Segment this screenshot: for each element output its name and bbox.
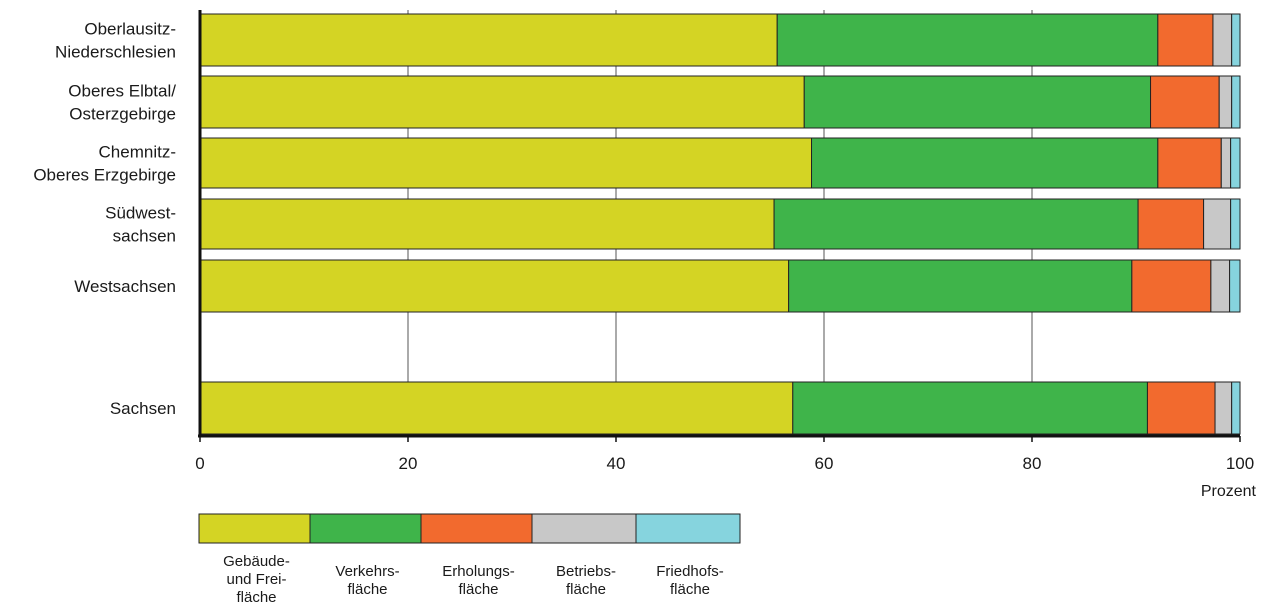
category-label-line: Südwest- <box>105 204 176 223</box>
bar-segment-0-3 <box>1212 13 1233 67</box>
bar-segment-4-0 <box>199 259 790 313</box>
bar-segment-2-3 <box>1220 137 1232 189</box>
bar-segment-5-4 <box>1231 381 1241 435</box>
x-tick-label-100: 100 <box>1226 454 1254 473</box>
legend-label-line: und Frei- <box>226 571 286 588</box>
category-label-line: Chemnitz- <box>99 143 176 162</box>
bar-segment-0-1 <box>776 13 1159 67</box>
x-tick-label-60: 60 <box>815 454 834 473</box>
category-label-line: Sachsen <box>110 399 176 418</box>
category-label-3: Südwest-sachsen <box>105 204 176 246</box>
x-axis: 0 20 40 60 80 100 Prozent <box>195 10 1257 500</box>
bar-segment-4-1 <box>788 259 1133 313</box>
bar-segment-4-2 <box>1131 259 1212 313</box>
legend-label-line: fläche <box>670 581 710 598</box>
category-label-line: Oberes Erzgebirge <box>33 166 176 185</box>
x-tick-label-40: 40 <box>607 454 626 473</box>
x-tick-label-20: 20 <box>399 454 418 473</box>
bar-segment-1-1 <box>803 75 1152 129</box>
legend-swatch-1 <box>309 513 422 544</box>
legend-label-line: fläche <box>347 581 387 598</box>
category-label-line: Osterzgebirge <box>69 105 176 124</box>
bar-segment-5-3 <box>1214 381 1233 435</box>
legend-label-line: Gebäude- <box>223 553 290 570</box>
bar-segment-0-2 <box>1157 13 1214 67</box>
legend-label-line: Betriebs- <box>556 563 616 580</box>
legend-label-1: Verkehrs-fläche <box>335 563 399 598</box>
bar-segment-4-4 <box>1229 259 1241 313</box>
bar-segment-3-2 <box>1137 198 1205 250</box>
category-label-0: Oberlausitz- Niederschlesien <box>55 20 176 62</box>
bar-segment-1-4 <box>1231 75 1241 129</box>
bar-segment-0-0 <box>199 13 778 67</box>
x-tick-label-80: 80 <box>1023 454 1042 473</box>
category-label-line: Niederschlesien <box>55 43 176 62</box>
legend-swatch-3 <box>531 513 637 544</box>
bar-segment-2-2 <box>1157 137 1222 189</box>
category-label-2: Chemnitz- Oberes Erzgebirge <box>33 143 176 185</box>
category-label-5: Sachsen <box>110 399 176 418</box>
legend-label-4: Friedhofs-fläche <box>656 563 724 598</box>
category-label-1: Oberes Elbtal/Osterzgebirge <box>68 82 176 124</box>
bar-segment-2-4 <box>1230 137 1241 189</box>
legend-label-line: fläche <box>566 581 606 598</box>
bar-segment-0-4 <box>1231 13 1241 67</box>
legend-label-line: Friedhofs- <box>656 563 724 580</box>
bar-segment-5-0 <box>199 381 794 435</box>
category-label-line: Oberlausitz- <box>84 20 176 39</box>
category-label-4: Westsachsen <box>74 277 176 296</box>
bar-segment-2-0 <box>199 137 813 189</box>
category-label-line: Oberes Elbtal/ <box>68 82 176 101</box>
bar-segment-2-1 <box>811 137 1159 189</box>
bar-segment-5-1 <box>792 381 1148 435</box>
legend-label-2: Erholungs-fläche <box>442 563 515 598</box>
x-axis-title: Prozent <box>1201 483 1257 500</box>
legend-label-line: Verkehrs- <box>335 563 399 580</box>
category-label-line: Westsachsen <box>74 277 176 296</box>
bar-segment-5-2 <box>1146 381 1216 435</box>
bar-segment-1-3 <box>1218 75 1233 129</box>
legend-label-3: Betriebs-fläche <box>556 563 616 598</box>
x-tick-label-0: 0 <box>195 454 204 473</box>
bar-segment-1-2 <box>1150 75 1220 129</box>
bar-segment-3-0 <box>199 198 775 250</box>
bar-segment-4-3 <box>1210 259 1231 313</box>
legend: Gebäude-und Frei-flächeVerkehrs-flächeEr… <box>198 513 741 606</box>
bar-segment-3-4 <box>1230 198 1241 250</box>
bar-segment-1-0 <box>199 75 805 129</box>
category-label-line: sachsen <box>113 227 176 246</box>
legend-label-0: Gebäude-und Frei-fläche <box>223 553 290 606</box>
category-labels: Oberlausitz- Niederschlesien Oberes Elbtal… <box>33 20 176 419</box>
legend-label-line: fläche <box>236 589 276 606</box>
legend-label-line: fläche <box>458 581 498 598</box>
legend-label-line: Erholungs- <box>442 563 515 580</box>
legend-swatch-2 <box>420 513 533 544</box>
bar-segment-3-3 <box>1203 198 1232 250</box>
bars <box>199 13 1241 435</box>
legend-swatch-4 <box>635 513 741 544</box>
bar-segment-3-1 <box>773 198 1139 250</box>
legend-swatch-0 <box>198 513 311 544</box>
